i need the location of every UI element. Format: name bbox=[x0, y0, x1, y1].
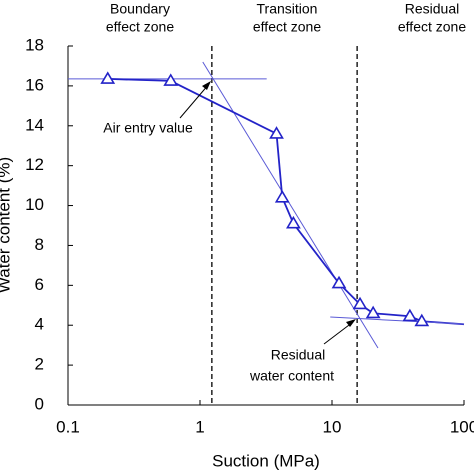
y-tick-label: 10 bbox=[25, 195, 44, 214]
y-tick-label: 0 bbox=[35, 394, 44, 413]
x-tick-label: 0.1 bbox=[56, 417, 80, 436]
x-tick-label: 10 bbox=[323, 417, 342, 436]
y-tick-label: 14 bbox=[25, 115, 44, 134]
annotation: water content bbox=[249, 368, 334, 384]
data-point bbox=[402, 308, 418, 322]
data-point bbox=[414, 313, 430, 327]
zone-label: effect zone bbox=[106, 19, 174, 35]
arrow-head bbox=[202, 81, 211, 90]
reference-line bbox=[330, 316, 465, 325]
annotation-arrow bbox=[179, 83, 210, 119]
zone-label: effect zone bbox=[398, 19, 466, 35]
data-point bbox=[100, 71, 116, 84]
data-point bbox=[274, 190, 290, 203]
y-tick-label: 2 bbox=[35, 355, 44, 374]
x-tick-label: 1 bbox=[195, 417, 204, 436]
arrow-head bbox=[346, 319, 356, 327]
data-point bbox=[331, 275, 347, 289]
y-tick-label: 6 bbox=[35, 275, 44, 294]
zone-label: Transition bbox=[257, 1, 318, 17]
data-point bbox=[365, 305, 381, 319]
annotation: Air entry value bbox=[103, 120, 193, 136]
zone-label: effect zone bbox=[253, 19, 321, 35]
data-line bbox=[107, 78, 423, 323]
y-tick-label: 18 bbox=[25, 35, 44, 54]
data-point bbox=[269, 126, 284, 139]
x-tick-label: 100 bbox=[450, 417, 474, 436]
annotation-arrow bbox=[323, 321, 354, 345]
data-point bbox=[352, 296, 368, 310]
reference-line bbox=[202, 61, 379, 349]
x-axis-label: Suction (MPa) bbox=[212, 451, 320, 470]
zone-label: Boundary bbox=[110, 1, 170, 17]
annotation: Residual bbox=[271, 347, 325, 363]
y-tick-label: 4 bbox=[35, 315, 44, 334]
data-point bbox=[163, 73, 179, 86]
y-axis-label: Water content (%) bbox=[0, 157, 13, 293]
y-tick-label: 16 bbox=[25, 75, 44, 94]
y-tick-label: 8 bbox=[35, 235, 44, 254]
zone-label: Residual bbox=[405, 1, 459, 17]
data-point bbox=[286, 215, 301, 229]
y-tick-label: 12 bbox=[25, 155, 44, 174]
